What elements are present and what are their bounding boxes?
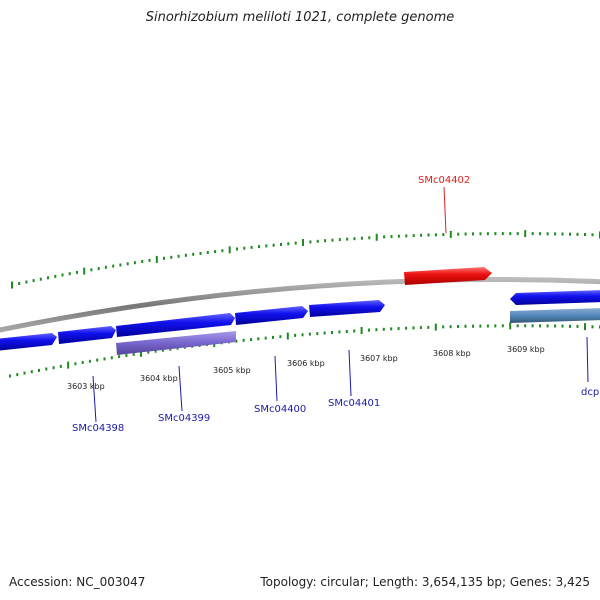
leader-line-smc04399	[178, 365, 183, 412]
map-title: Sinorhizobium meliloti 1021, complete ge…	[145, 10, 455, 25]
gene-label-dcp[interactable]: dcp	[581, 387, 599, 398]
leader-line-dcp	[586, 336, 589, 383]
position-label: 3606 kbp	[287, 359, 325, 368]
gene-arrow-smc04399[interactable]	[116, 313, 235, 337]
inner-tick-track	[9, 322, 600, 378]
leader-line-smc04400	[274, 355, 278, 402]
outer-tick-track	[11, 230, 600, 289]
position-label: 3607 kbp	[360, 354, 398, 363]
gene-label-smc04401[interactable]: SMc04401	[328, 398, 380, 409]
gene-block-purple[interactable]	[116, 331, 236, 355]
position-label: 3603 kbp	[67, 382, 105, 391]
genome-backbone	[0, 277, 600, 333]
gene-arrow-dcp[interactable]	[510, 290, 600, 305]
gene-arrow-smc04398[interactable]	[0, 333, 57, 351]
leader-line-smc04401	[348, 349, 352, 397]
gene-arrow-smc04400[interactable]	[235, 306, 308, 325]
position-label: 3608 kbp	[433, 349, 471, 358]
leader-line-smc04398	[92, 375, 97, 423]
gene-label-smc04399[interactable]: SMc04399	[158, 413, 210, 424]
leader-line-smc04402	[443, 186, 447, 234]
position-label: 3609 kbp	[507, 345, 545, 354]
gene-arrow-smc04399-a[interactable]	[58, 326, 116, 344]
gene-label-smc04402[interactable]: SMc04402	[418, 175, 470, 186]
gene-label-smc04398[interactable]: SMc04398	[72, 423, 124, 434]
gene-block-steelblue[interactable]	[510, 308, 600, 323]
accession-text: Accession: NC_003047	[9, 575, 146, 589]
gene-arrow-smc04401[interactable]	[309, 300, 385, 317]
position-label: 3605 kbp	[213, 366, 251, 375]
genome-summary-text: Topology: circular; Length: 3,654,135 bp…	[260, 575, 590, 589]
position-label: 3604 kbp	[140, 374, 178, 383]
gene-label-smc04400[interactable]: SMc04400	[254, 404, 306, 415]
gene-arrow-smc04402[interactable]	[404, 267, 492, 285]
